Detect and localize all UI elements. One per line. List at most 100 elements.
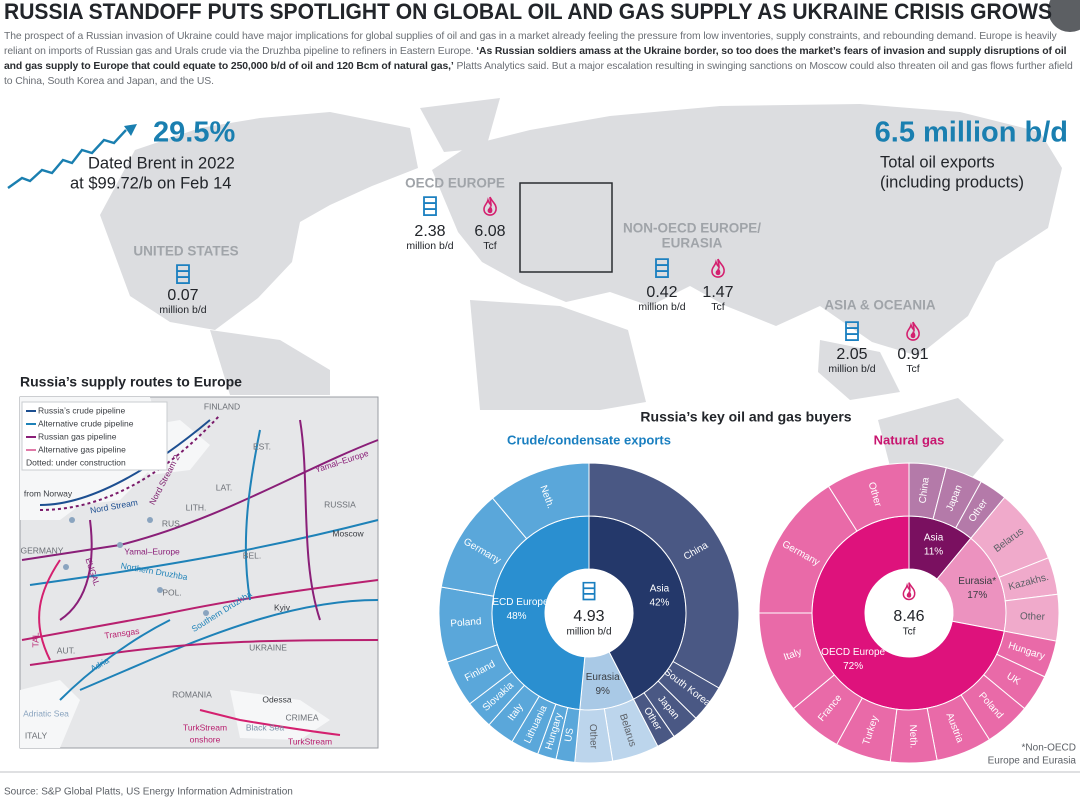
- segment-value: 9%: [595, 686, 610, 697]
- oil-unit: million b/d: [159, 304, 206, 316]
- map-label: Odessa: [262, 694, 292, 704]
- segment-name: Asia: [924, 532, 944, 543]
- center-unit: Tcf: [903, 627, 916, 638]
- segment-value: 42%: [649, 598, 669, 609]
- legend-label: Russia’s crude pipeline: [38, 405, 126, 415]
- map-label: Moscow: [332, 528, 364, 538]
- segment-value: 17%: [967, 590, 987, 601]
- gas-unit: Tcf: [711, 301, 725, 313]
- center-value: 4.93: [573, 608, 604, 625]
- outer-segment: [588, 462, 740, 689]
- map-label: TurkStream: [288, 736, 332, 746]
- outer-label: Other: [1020, 611, 1046, 623]
- map-label: FINLAND: [204, 401, 240, 411]
- inset-map: Russia’s crude pipeline Alternative crude…: [19, 396, 379, 749]
- outer-label: Poland: [450, 616, 482, 629]
- map-label: ROMANIA: [172, 689, 212, 699]
- charts: Crude/condensate exportsAsia42%ChinaSout…: [438, 432, 1060, 764]
- map-label: UKRAINE: [249, 642, 287, 652]
- page-title: RUSSIA STANDOFF PUTS SPOTLIGHT ON GLOBAL…: [4, 0, 1052, 24]
- intro-paragraph: The prospect of a Russian invasion of Uk…: [4, 29, 1076, 89]
- chart-title: Crude/condensate exports: [507, 432, 671, 447]
- oil-value: 2.05: [836, 346, 867, 363]
- chart-title: Natural gas: [874, 432, 945, 447]
- segment-name: Eurasia*: [958, 576, 996, 587]
- center-hole: [866, 570, 952, 656]
- footnote: Europe and Eurasia: [988, 756, 1077, 767]
- legend-label: Russian gas pipeline: [38, 431, 117, 441]
- oil-value: 0.07: [167, 287, 198, 304]
- trend-line: [7, 129, 127, 189]
- gas-value: 6.08: [474, 223, 505, 240]
- map-label: POL.: [162, 587, 181, 597]
- center-unit: million b/d: [566, 627, 611, 638]
- intro-quote: ‘As Russian soldiers amass at the Ukrain…: [4, 46, 1067, 72]
- region-name: NON-OECD EUROPE/: [623, 221, 761, 236]
- legend-label: Alternative gas pipeline: [38, 444, 126, 454]
- map-label: LITH.: [186, 502, 207, 512]
- gas-value: 1.47: [702, 284, 733, 301]
- outer-segment: [827, 462, 910, 532]
- outer-label: Other: [587, 724, 599, 750]
- map-label: Transgas: [104, 626, 140, 641]
- oil-unit: million b/d: [406, 240, 453, 252]
- map-label: CRIMEA: [285, 712, 318, 722]
- intro-text: The prospect of a Russian invasion of Uk…: [4, 31, 1057, 57]
- brent-label: Dated Brent in 2022: [88, 154, 235, 172]
- segment-name: Eurasia: [586, 672, 620, 683]
- exports-sub: (including products): [880, 173, 1024, 191]
- buyers-title: Russia’s key oil and gas buyers: [640, 409, 851, 425]
- legend-label: Dotted: under construction: [26, 457, 126, 467]
- map-label: GERMANY: [21, 545, 64, 555]
- gas-value: 0.91: [897, 346, 928, 363]
- intro-text: Platts Analytics said. But a major escal…: [4, 61, 1073, 87]
- map-label: TAL: [30, 632, 40, 647]
- center-hole: [546, 570, 632, 656]
- world-map: [100, 98, 1062, 482]
- footnote: *Non-OECD: [1022, 743, 1076, 754]
- outer-segment: [491, 462, 590, 540]
- map-label: from Norway: [24, 488, 73, 498]
- map-label: Adriatic Sea: [23, 708, 69, 718]
- map-label: RUS.: [162, 518, 182, 528]
- map-label: EST.: [253, 441, 271, 451]
- map-label: Black Sea: [246, 722, 285, 732]
- brent-value: 29.5%: [153, 117, 235, 149]
- outer-label: Neth.: [907, 724, 919, 748]
- segment-name: OECD Europe: [485, 597, 549, 608]
- brent-date: at $99.72/b on Feb 14: [70, 174, 231, 192]
- map-label: BEL.: [243, 550, 261, 560]
- source: Source: S&P Global Platts, US Energy Inf…: [4, 787, 293, 798]
- gas-unit: Tcf: [483, 240, 497, 252]
- legend-label: Alternative crude pipeline: [38, 418, 134, 428]
- oil-value: 2.38: [414, 223, 445, 240]
- region-name: OECD EUROPE: [405, 176, 505, 191]
- map-label: ITALY: [25, 730, 48, 740]
- gas-unit: Tcf: [906, 363, 920, 375]
- outer-label: US: [563, 727, 576, 743]
- center-value: 8.46: [893, 608, 924, 625]
- segment-value: 11%: [924, 546, 943, 557]
- barrel-icon: [423, 196, 437, 216]
- exports-label: Total oil exports: [880, 153, 995, 171]
- region-name: UNITED STATES: [133, 244, 238, 259]
- region-name: EURASIA: [662, 236, 723, 251]
- segment-name: OECD Europe: [821, 647, 885, 658]
- segment-value: 48%: [507, 611, 527, 622]
- map-label: RUSSIA: [324, 499, 356, 509]
- exports-value: 6.5 million b/d: [875, 117, 1068, 149]
- oil-unit: million b/d: [638, 301, 685, 313]
- trend-arrow: [124, 124, 137, 136]
- map-label: onshore: [190, 734, 221, 744]
- inset-title: Russia’s supply routes to Europe: [20, 374, 242, 390]
- corner-badge: [1048, 0, 1080, 32]
- region-name: ASIA & OCEANIA: [824, 298, 936, 313]
- map-label: LAT.: [216, 482, 232, 492]
- focus-box: [519, 182, 613, 273]
- map-label: Yamal–Europe: [124, 546, 180, 556]
- segment-name: Asia: [650, 584, 670, 595]
- map-label: AUT.: [57, 645, 75, 655]
